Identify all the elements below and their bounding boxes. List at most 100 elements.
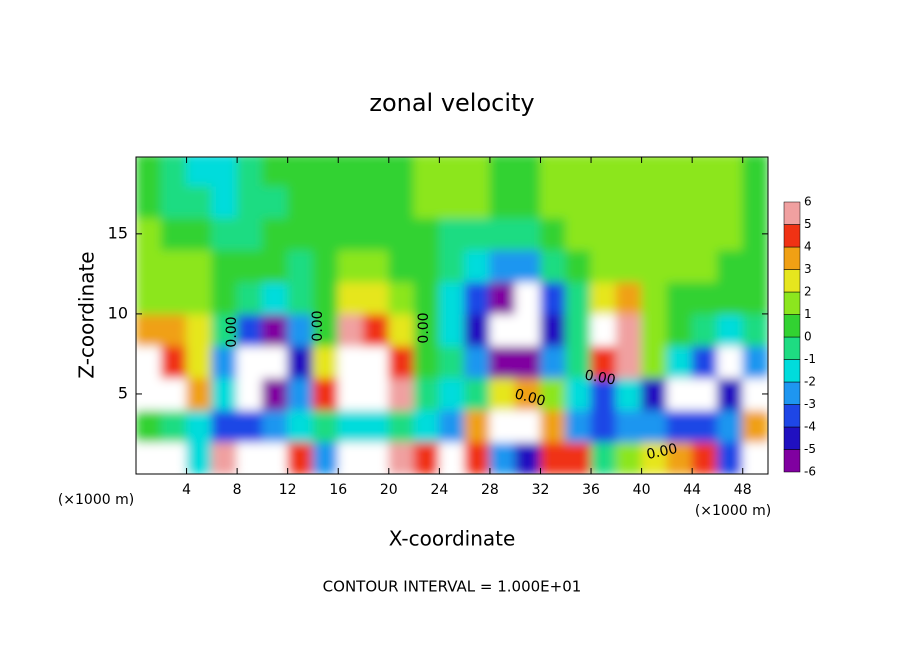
colorbar-label: 4	[804, 240, 812, 254]
cell	[514, 185, 541, 219]
cell	[312, 377, 339, 411]
cell	[337, 157, 365, 187]
cell	[261, 345, 289, 379]
cell	[160, 409, 188, 443]
cell	[716, 249, 744, 283]
colorbar-swatch	[783, 269, 801, 293]
colorbar-swatch	[783, 246, 801, 270]
cell	[716, 409, 744, 443]
cell	[337, 217, 365, 251]
contour-label: 0.00	[583, 367, 616, 388]
cell	[464, 217, 491, 251]
cell	[363, 377, 390, 411]
cell	[716, 281, 744, 315]
cell	[236, 377, 263, 411]
cell	[691, 249, 718, 283]
cell	[716, 441, 744, 474]
cell	[337, 185, 365, 219]
cell	[388, 377, 415, 411]
cell	[261, 157, 289, 187]
x-tick-label: 32	[532, 482, 550, 498]
cell	[186, 185, 213, 219]
cell	[742, 281, 768, 315]
cell	[287, 377, 314, 411]
cell	[716, 313, 744, 347]
x-tick-label: 4	[182, 482, 191, 498]
cell	[514, 249, 541, 283]
cell	[489, 441, 516, 474]
cell	[136, 157, 162, 187]
cell	[388, 345, 415, 379]
contour-label: 0.00	[416, 312, 432, 343]
cell	[438, 345, 466, 379]
cell	[211, 157, 238, 187]
cell	[615, 185, 643, 219]
cell	[211, 313, 238, 347]
cell	[539, 157, 567, 187]
cell	[136, 345, 162, 379]
cell	[363, 281, 390, 315]
y-tick-label: 5	[118, 383, 128, 402]
overlay: 0.00 0.00 0.000.000.000.004 8 12 16 20 24 28 32 36…	[108, 156, 816, 498]
cell	[261, 249, 289, 283]
cell	[287, 409, 314, 443]
cell	[489, 249, 516, 283]
cell	[565, 441, 592, 474]
cell	[641, 217, 668, 251]
cell	[312, 409, 339, 443]
cell	[312, 313, 339, 347]
cell	[363, 441, 390, 474]
footer-note: CONTOUR INTERVAL = 1.000E+01	[323, 578, 582, 596]
cell	[363, 157, 390, 187]
cell	[489, 345, 516, 379]
cell	[590, 157, 617, 187]
cell	[691, 185, 718, 219]
cell	[565, 249, 592, 283]
cell	[287, 281, 314, 315]
cell	[539, 281, 567, 315]
cell	[514, 441, 541, 474]
cell	[716, 185, 744, 219]
cell	[590, 441, 617, 474]
cell	[337, 441, 365, 474]
cell	[742, 313, 768, 347]
cell	[388, 185, 415, 219]
cell	[160, 185, 188, 219]
cell	[337, 313, 365, 347]
cell	[388, 249, 415, 283]
x-unit-label: (×1000 m)	[695, 503, 771, 519]
cell	[539, 313, 567, 347]
cell	[186, 249, 213, 283]
cell	[363, 249, 390, 283]
colorbar-swatch	[783, 449, 801, 473]
cell	[312, 217, 339, 251]
colorbar-label: -3	[804, 397, 816, 411]
cell	[186, 157, 213, 187]
cell	[615, 441, 643, 474]
cell	[261, 409, 289, 443]
cell	[413, 157, 440, 187]
cell	[641, 281, 668, 315]
cell	[438, 409, 466, 443]
cell	[742, 345, 768, 379]
cell	[287, 249, 314, 283]
cell	[539, 185, 567, 219]
cell	[615, 345, 643, 379]
cell	[590, 313, 617, 347]
cell	[186, 409, 213, 443]
cell	[136, 185, 162, 219]
cell	[565, 185, 592, 219]
cell	[363, 313, 390, 347]
cell	[539, 217, 567, 251]
cell	[590, 185, 617, 219]
cell	[312, 185, 339, 219]
cell	[716, 345, 744, 379]
cell	[186, 441, 213, 474]
x-tick-label: 24	[430, 482, 448, 498]
cell	[160, 313, 188, 347]
cell	[691, 409, 718, 443]
y-tick-label: 10	[108, 303, 128, 322]
colorbar-swatch	[783, 224, 801, 248]
cell	[211, 185, 238, 219]
colorbar-swatch	[783, 426, 801, 450]
